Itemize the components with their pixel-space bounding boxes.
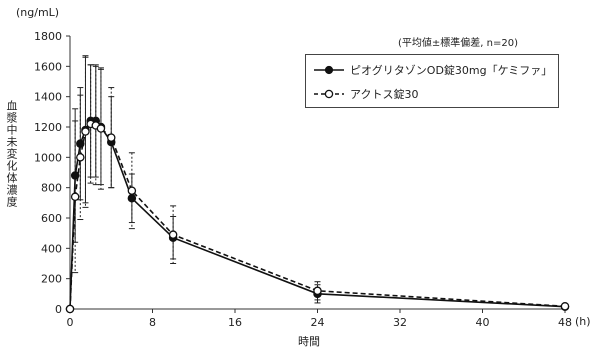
series-line bbox=[69, 120, 566, 310]
x-unit-label: (h) bbox=[575, 315, 591, 328]
y-unit-label: (ng/mL) bbox=[16, 6, 60, 19]
data-point-filled bbox=[76, 139, 85, 148]
y-tick-label: 1800 bbox=[34, 30, 62, 43]
y-tick-label: 400 bbox=[41, 242, 62, 255]
y-tick-label: 1200 bbox=[34, 121, 62, 134]
data-point-open bbox=[76, 153, 85, 162]
x-tick-label: 40 bbox=[476, 316, 490, 329]
statistics-note: (平均値±標準偏差, n=20) bbox=[398, 38, 518, 49]
data-point-open bbox=[96, 124, 106, 133]
y-tick-label: 1400 bbox=[34, 91, 62, 104]
legend-label-test: ピオグリタゾンOD錠30mg「ケミファ」 bbox=[350, 64, 553, 77]
x-tick-label: 32 bbox=[393, 316, 407, 329]
data-point-open bbox=[313, 286, 322, 296]
data-point-filled bbox=[70, 171, 80, 180]
data-point-open bbox=[65, 304, 75, 314]
x-tick-label: 0 bbox=[67, 316, 74, 329]
data-point-filled bbox=[127, 194, 137, 203]
legend-solid-filled-marker-icon bbox=[314, 65, 344, 75]
data-point-open bbox=[107, 133, 116, 142]
y-tick-label: 200 bbox=[41, 273, 62, 286]
y-tick-label: 600 bbox=[41, 212, 62, 225]
legend-item-reference: アクトス錠30 bbox=[312, 86, 418, 102]
x-tick-label: 48 bbox=[558, 316, 572, 329]
data-point-open bbox=[127, 186, 137, 195]
legend-label-reference: アクトス錠30 bbox=[350, 88, 419, 101]
legend: ピオグリタゾンOD錠30mg「ケミファ」 アクトス錠30 bbox=[305, 54, 559, 108]
data-point-open bbox=[560, 302, 570, 311]
data-point-open bbox=[168, 230, 178, 239]
legend-item-test: ピオグリタゾンOD錠30mg「ケミファ」 bbox=[312, 62, 552, 78]
y-tick-label: 1000 bbox=[34, 151, 62, 164]
x-axis-title: 時間 bbox=[298, 335, 320, 348]
x-tick-label: 24 bbox=[311, 316, 325, 329]
y-axis-title: 血漿中未変化体濃度 bbox=[5, 100, 18, 208]
y-tick-label: 1600 bbox=[34, 60, 62, 73]
y-tick-label: 0 bbox=[55, 303, 62, 316]
data-point-open bbox=[81, 127, 90, 136]
y-tick-label: 800 bbox=[41, 182, 62, 195]
data-point-open bbox=[70, 192, 80, 202]
x-tick-label: 8 bbox=[149, 316, 156, 329]
legend-dashed-open-marker-icon bbox=[314, 89, 344, 99]
x-tick-label: 16 bbox=[228, 316, 242, 329]
